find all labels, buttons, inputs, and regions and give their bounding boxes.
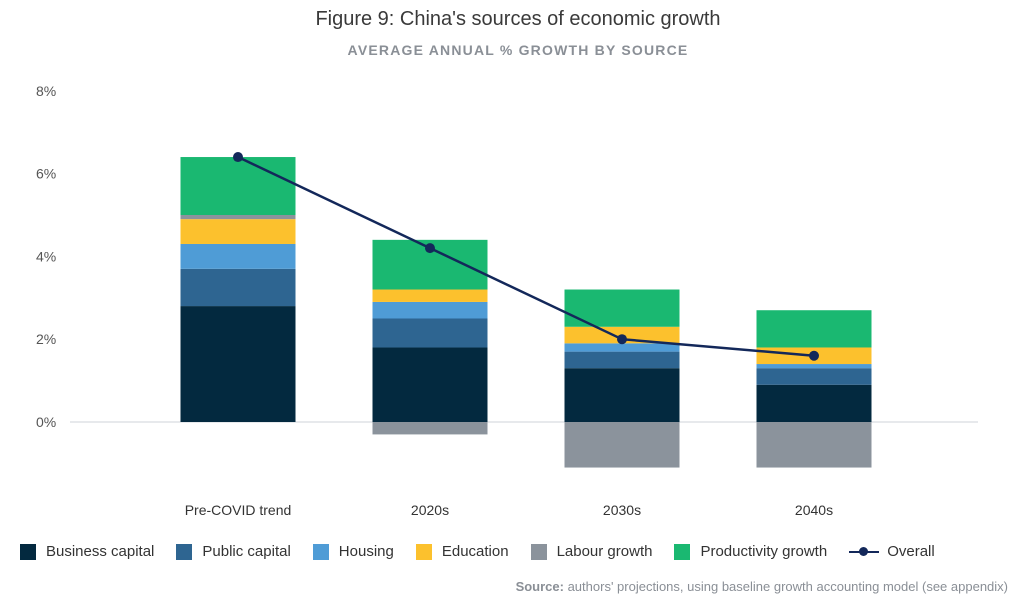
- bar-segment-housing: [564, 343, 680, 352]
- bar-segment-business-capital: [372, 347, 488, 422]
- legend-item: Education: [415, 543, 509, 560]
- legend-item: Public capital: [176, 543, 291, 560]
- x-tick-label: 2030s: [603, 502, 641, 518]
- bar-segment-business-capital: [756, 384, 872, 422]
- bar-segment-housing: [372, 301, 488, 319]
- source-label: Source:: [515, 579, 564, 594]
- overall-line: [237, 155, 815, 358]
- legend-label: Education: [441, 543, 509, 560]
- stacked-bar-chart: 8% 6% 4% 2% 0% Pre-COVID trend 2020s 2030s 2040s: [36, 83, 978, 518]
- x-tick-label: 2020s: [411, 502, 449, 518]
- y-tick-label: 6%: [36, 166, 56, 182]
- legend-swatch: [674, 543, 691, 560]
- y-tick-label: 8%: [36, 83, 56, 99]
- legend-label: Public capital: [202, 543, 291, 560]
- bar-segment-education: [372, 289, 488, 302]
- bar-segment-business-capital: [180, 306, 296, 422]
- bar-segment-business-capital: [564, 368, 680, 422]
- legend-label: Housing: [338, 543, 394, 560]
- x-tick-label: Pre-COVID trend: [185, 502, 292, 518]
- legend-item: Business capital: [20, 543, 154, 560]
- bar-segment-public-capital: [756, 368, 872, 385]
- bar-segment-housing: [180, 243, 296, 269]
- bar-segment-public-capital: [180, 268, 296, 307]
- legend: Business capital Public capital Housing Edu…: [20, 543, 1020, 560]
- legend-swatch: [530, 543, 547, 560]
- bar-segment-labour-growth: [372, 422, 488, 435]
- overall-point: [425, 243, 435, 254]
- legend-label: Business capital: [46, 543, 155, 560]
- legend-item: Labour growth: [530, 543, 653, 560]
- y-tick-label: 0%: [36, 414, 56, 430]
- bar-segment-public-capital: [564, 351, 680, 369]
- x-tick-label: 2040s: [795, 502, 833, 518]
- legend-item-overall: Overall: [849, 543, 935, 560]
- legend-swatch: [176, 543, 193, 560]
- legend-label: Labour growth: [556, 543, 653, 560]
- bar-segment-housing: [756, 364, 872, 369]
- overall-point: [233, 152, 243, 163]
- bar-segment-productivity-growth: [756, 310, 872, 348]
- bar-segment-public-capital: [372, 318, 488, 348]
- bar-segment-labour-growth: [756, 422, 872, 468]
- legend-item: Housing: [312, 543, 394, 560]
- legend-swatch: [415, 543, 432, 560]
- bar-segment-labour-growth: [180, 215, 296, 220]
- legend-swatch: [312, 543, 329, 560]
- y-tick-label: 2%: [36, 331, 56, 347]
- bar-segment-education: [180, 219, 296, 244]
- overall-point: [617, 334, 627, 345]
- legend-label: Overall: [887, 543, 935, 560]
- legend-swatch: [20, 543, 36, 560]
- legend-line-key: [849, 544, 880, 560]
- chart-title: Figure 9: China's sources of economic gr…: [315, 8, 721, 30]
- source-note: Source: authors' projections, using base…: [516, 579, 1008, 594]
- y-tick-label: 4%: [36, 248, 56, 264]
- overall-point: [809, 350, 819, 361]
- chart-subtitle: AVERAGE ANNUAL % GROWTH BY SOURCE: [347, 42, 689, 58]
- source-text: authors' projections, using baseline gro…: [563, 579, 1008, 594]
- bar-segment-labour-growth: [564, 422, 680, 468]
- legend-item: Productivity growth: [674, 543, 827, 560]
- legend-label: Productivity growth: [700, 543, 828, 560]
- bar-segment-productivity-growth: [180, 157, 296, 215]
